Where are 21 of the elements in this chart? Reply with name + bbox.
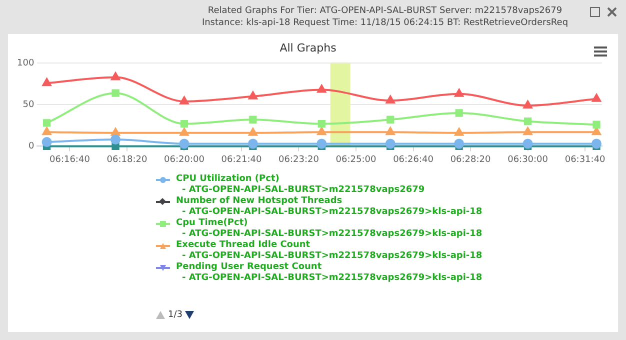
x-tick-label: 06:26:40 (393, 154, 434, 165)
legend-label: Cpu Time(Pct) - ATG-OPEN-API-SAL-BURST>m221578vaps2679>kls-api-18 (176, 218, 484, 240)
y-tick-label: 50 (22, 100, 34, 110)
x-tick-label: 06:18:20 (106, 154, 148, 165)
x-tick-label: 06:25:00 (336, 154, 376, 165)
text: 1/3 (168, 310, 182, 320)
text: Related Graphs For Tier: ATG-OPEN-API-SAL-BURST Server: m221578vaps2679 Instance: kls-api-18 Request Time: 11/18/15 06:24:15 BT: RestRetrieveOrdersReq (200, 5, 570, 29)
y-tick-label: 0 (28, 142, 34, 152)
chart-title: All Graphs (280, 41, 337, 54)
x-tick-label: 06:16:40 (49, 154, 90, 165)
x-tick-label: 06:30:00 (508, 154, 548, 165)
x-tick-label: 06:31:40 (564, 154, 606, 165)
x-tick-label: 06:28:20 (450, 154, 492, 165)
legend-label: Pending User Request Count - ATG-OPEN-API-SAL-BURST>m221578vaps2679>kls-api-18 (176, 262, 484, 284)
x-tick-label: 06:20:00 (164, 154, 205, 165)
legend-label: Number of New Hotspot Threads - ATG-OPEN-API-SAL-BURST>m221578vaps2679>kls-api-18 (176, 196, 484, 218)
legend-label: CPU Utilization (Pct) - ATG-OPEN-API-SAL-BURST>m221578vaps2679 (176, 174, 426, 196)
x-tick-label: 06:21:40 (221, 154, 262, 165)
y-tick-label: 100 (16, 58, 34, 69)
x-tick-label: 06:23:20 (278, 154, 320, 165)
legend-label: Execute Thread Idle Count - ATG-OPEN-API-SAL-BURST>m221578vaps2679>kls-api-18 (176, 240, 484, 262)
